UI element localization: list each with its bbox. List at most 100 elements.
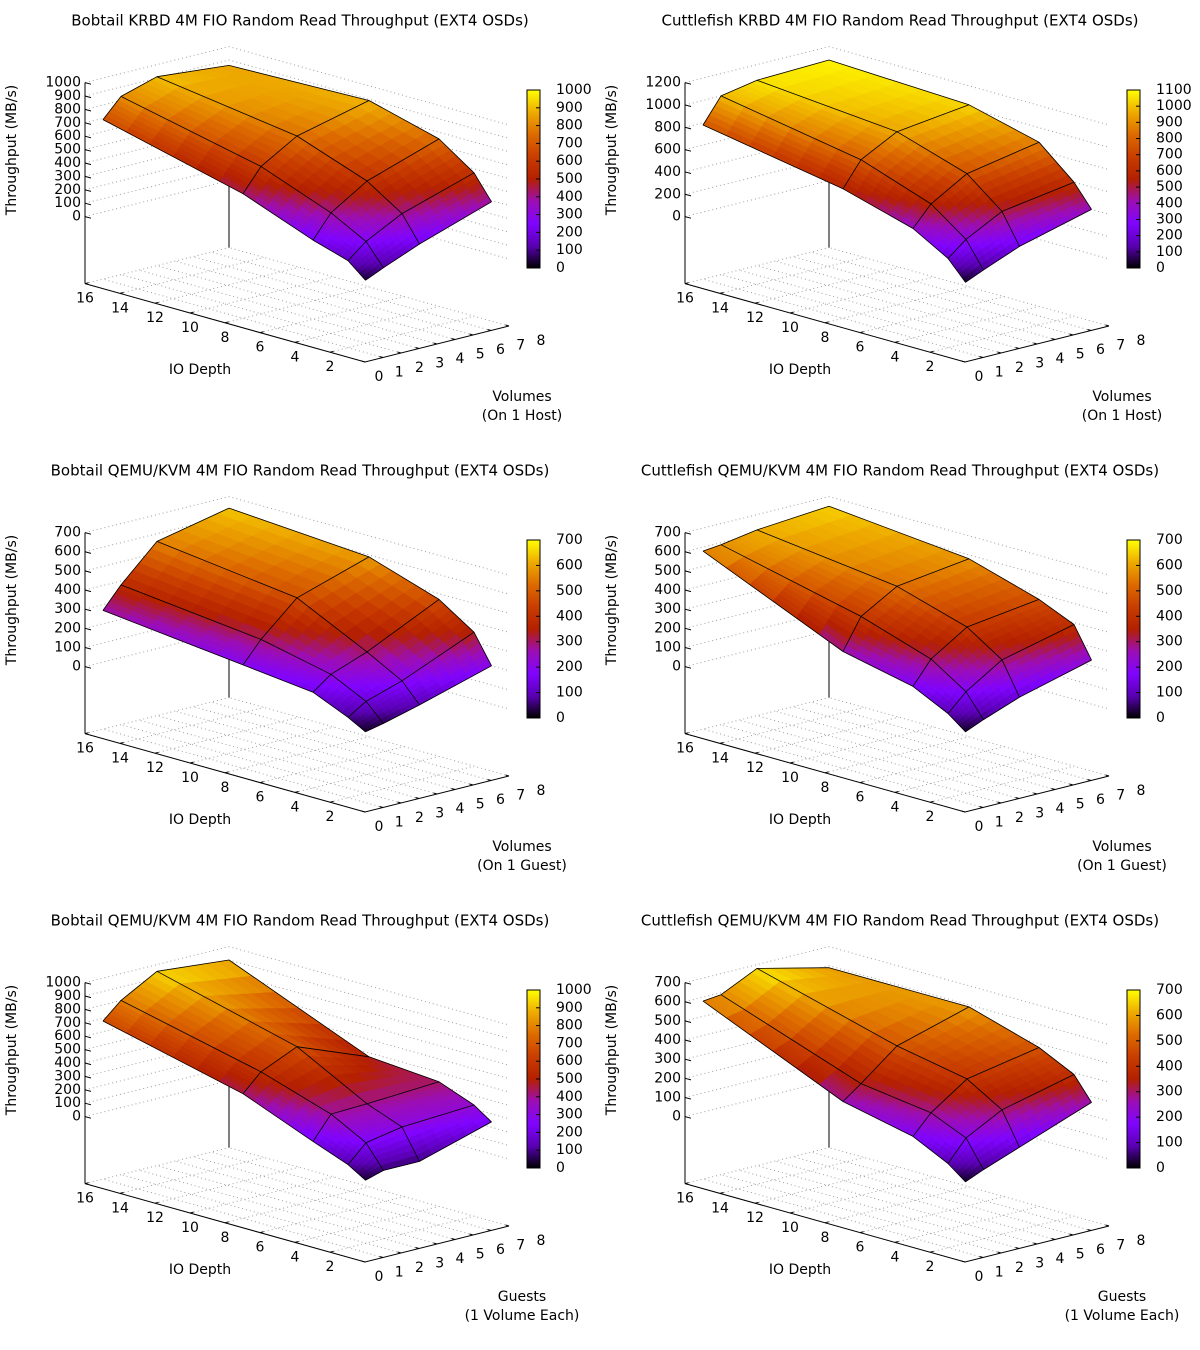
colorbox-tick-label: 600: [556, 1053, 583, 1069]
y-grid-line: [156, 715, 438, 795]
base-edge: [684, 733, 1110, 813]
chart-title: Bobtail QEMU/KVM 4M FIO Random Read Thro…: [51, 912, 550, 930]
z-tick-label: 400: [654, 1032, 681, 1048]
y-grid-line: [702, 1178, 984, 1258]
z-tick-label: 800: [654, 119, 681, 135]
colorbox-tick-label: 400: [556, 608, 583, 624]
z-tick-label: 200: [54, 620, 81, 636]
y-grid-line: [120, 724, 402, 804]
x-tick-label: 8: [221, 330, 230, 346]
z-tick: [684, 551, 692, 554]
colorbox-tick-label: 100: [1156, 244, 1183, 260]
z-tick-label: 600: [54, 1028, 81, 1044]
colorbox-tick-label: 700: [556, 135, 583, 151]
x-axis-label: IO Depth: [769, 1262, 831, 1278]
x-tick-label: 6: [256, 340, 265, 356]
y-grid-line: [210, 701, 492, 781]
z-grid-line: [84, 59, 510, 139]
mesh-line: [947, 624, 1075, 714]
mesh-line: [965, 659, 1092, 733]
y-grid-line: [138, 269, 420, 349]
x-tick-label: 2: [326, 359, 335, 375]
z-grid-line: [84, 496, 510, 576]
x-tick-label: 16: [76, 291, 94, 307]
z-tick: [684, 627, 692, 631]
y-axis-label: (On 1 Guest): [1077, 858, 1167, 874]
x-grid-line: [929, 765, 1075, 803]
y-grid-line: [138, 1169, 420, 1249]
colorbox-tick-label: 300: [1156, 211, 1183, 227]
z-tick: [684, 570, 692, 573]
x-tick-label: 2: [926, 1259, 935, 1275]
colorbox-tick-label: 200: [556, 659, 583, 675]
z-tick: [84, 1116, 92, 1119]
z-tick: [684, 149, 692, 152]
z-axis-label: Throughput (MB/s): [604, 85, 620, 216]
z-tick: [84, 1089, 92, 1092]
colorbox-tick-label: 800: [1156, 131, 1183, 147]
x-grid-line: [224, 736, 370, 774]
mesh-line: [842, 104, 970, 190]
y-tick-label: 0: [375, 1269, 384, 1285]
colorbox-tick-label: 700: [1156, 532, 1183, 548]
colorbox-tick-label: 600: [556, 153, 583, 169]
base-edge: [84, 283, 510, 363]
x-tick-label: 8: [821, 1230, 830, 1246]
y-grid-line: [810, 251, 1092, 331]
z-tick: [684, 1058, 692, 1062]
colorbox-tick-label: 1000: [1156, 98, 1192, 114]
y-tick-label: 4: [1056, 351, 1065, 367]
mesh-line: [102, 65, 230, 120]
colorbox-tick-label: 500: [556, 171, 583, 187]
y-tick-label: 2: [415, 360, 424, 376]
z-tick-label: 0: [672, 209, 681, 225]
x-tick-label: 6: [856, 1240, 865, 1256]
z-tick: [84, 189, 92, 192]
z-tick-label: 600: [54, 128, 81, 144]
y-axis-label: Guests: [1098, 1289, 1146, 1305]
mesh-line: [912, 1047, 1040, 1137]
z-tick-label: 300: [54, 168, 81, 184]
y-tick-label: 5: [1076, 797, 1085, 813]
x-tick-label: 12: [146, 760, 164, 776]
x-grid-line: [719, 1156, 865, 1194]
mesh-line: [312, 138, 440, 241]
x-grid-line: [859, 1196, 1005, 1234]
mesh-line: [965, 1102, 1092, 1183]
z-grid-line: [684, 496, 1110, 576]
x-tick-label: 4: [891, 1249, 900, 1265]
x-tick-label: 10: [781, 320, 799, 336]
z-tick: [84, 570, 92, 573]
z-tick-label: 1000: [45, 975, 81, 991]
mesh-line: [102, 959, 230, 1022]
mesh-line: [102, 610, 366, 733]
y-axis-label: Volumes: [492, 839, 551, 855]
x-tick-label: 16: [676, 741, 694, 757]
mesh-line: [242, 100, 370, 194]
y-grid-line: [228, 1147, 510, 1227]
y-grid-line: [174, 260, 456, 340]
x-grid-line: [259, 296, 405, 334]
colorbox-tick-label: 600: [1156, 163, 1183, 179]
z-tick: [84, 162, 92, 166]
x-tick-label: 4: [891, 799, 900, 815]
z-tick-label: 0: [72, 659, 81, 675]
z-tick-label: 100: [54, 195, 81, 211]
colorbox-tick-label: 300: [556, 207, 583, 223]
x-grid-line: [294, 755, 440, 793]
x-tick-label: 6: [856, 790, 865, 806]
chart-title: Cuttlefish KRBD 4M FIO Random Read Throu…: [661, 12, 1138, 30]
x-grid-line: [929, 1215, 1075, 1253]
z-tick: [84, 149, 92, 152]
y-tick-label: 1: [995, 365, 1004, 381]
y-tick-label: 2: [1015, 360, 1024, 376]
z-tick: [84, 1049, 92, 1052]
x-grid-line: [259, 746, 405, 784]
y-grid-line: [156, 1165, 438, 1245]
y-tick-label: 8: [537, 1233, 546, 1249]
mesh-line: [242, 556, 370, 666]
x-grid-line: [754, 1166, 900, 1204]
y-axis-label: Guests: [498, 1289, 546, 1305]
z-tick: [684, 1096, 692, 1100]
y-tick-label: 4: [456, 1251, 465, 1267]
